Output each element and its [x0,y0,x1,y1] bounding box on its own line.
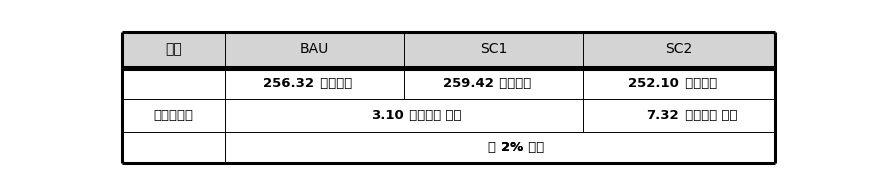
Text: 2%: 2% [501,141,523,154]
Text: 7.32: 7.32 [647,109,679,122]
Text: 백만유로: 백만유로 [681,78,717,91]
Bar [122,69,775,99]
Text: 백만유로 증가: 백만유로 증가 [405,109,462,122]
Bar [122,132,775,163]
Text: 감소: 감소 [523,141,544,154]
Text: 256.32: 256.32 [263,78,314,91]
Bar [122,99,775,132]
Text: 2%: 2% [501,141,523,154]
Text: 252.10: 252.10 [628,78,679,91]
Text: 구분: 구분 [164,42,182,56]
Text: 3.10: 3.10 [371,109,404,122]
Text: BAU: BAU [300,42,329,56]
Text: 백만유로 감소: 백만유로 감소 [681,109,737,122]
Text: SC2: SC2 [666,42,693,56]
Text: 259.42: 259.42 [443,78,493,91]
Text: 서울특별시: 서울특별시 [153,109,193,122]
Text: 약: 약 [488,141,500,154]
Text: SC1: SC1 [480,42,508,56]
Text: 백만유로: 백만유로 [316,78,352,91]
Bar [122,32,775,67]
Text: 백만유로: 백만유로 [495,78,531,91]
